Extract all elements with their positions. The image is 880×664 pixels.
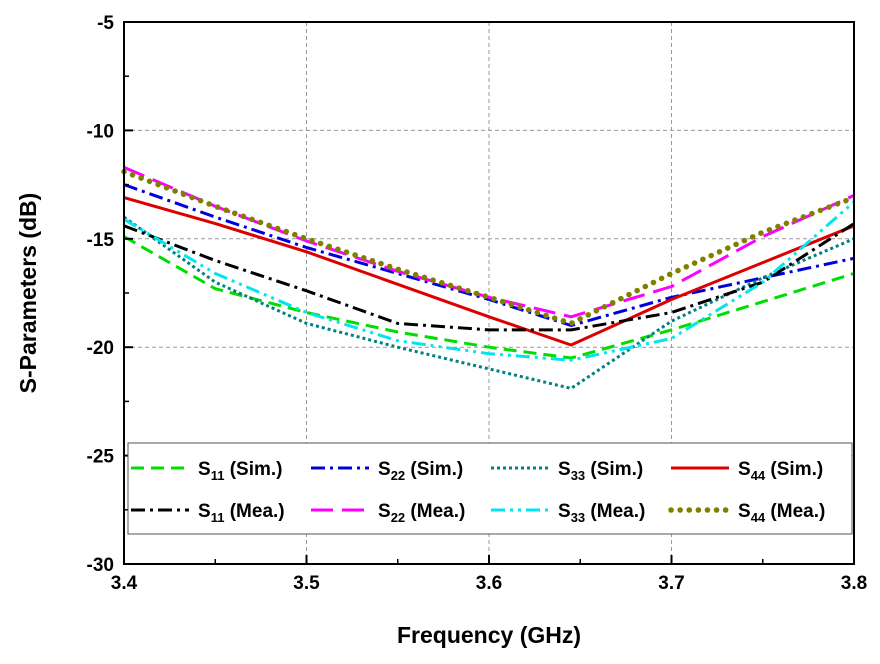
legend-box [127, 442, 853, 535]
legend-label: S33 (Mea.) [558, 501, 645, 525]
series-line-s11-sim [123, 235, 855, 360]
legend-label: S22 (Sim.) [378, 459, 463, 483]
x-tick-label: 3.7 [658, 573, 684, 594]
series-line-s11-mea [123, 222, 855, 332]
legend: S11 (Sim.) S22 (Sim.) S33 (Sim.) S44 (Sim.)… [127, 442, 853, 535]
series-line-s33-mea [123, 200, 855, 362]
x-tick-labels: 3.4 3.5 3.6 3.7 3.8 [111, 573, 867, 594]
series-lines [121, 165, 857, 390]
axis-ticks [123, 21, 855, 565]
x-tick-label: 3.8 [841, 573, 867, 594]
y-tick-label: -15 [87, 230, 115, 251]
legend-label: S11 (Mea.) [198, 501, 285, 525]
y-tick-label: -5 [97, 13, 114, 34]
legend-label: S22 (Mea.) [378, 501, 465, 525]
x-tick-label: 3.6 [476, 573, 502, 594]
y-tick-labels: -5 -10 -15 -20 -25 -30 [87, 13, 115, 576]
y-tick-label: -10 [87, 121, 114, 142]
series-line-s44-mea [121, 168, 857, 327]
series-line-s22-sim [123, 183, 855, 327]
x-tick-label: 3.4 [111, 573, 138, 594]
series-line-s44-sim [123, 196, 855, 347]
y-axis-title: S-Parameters (dB) [15, 193, 41, 394]
x-tick-label: 3.5 [293, 573, 320, 594]
legend-label: S11 (Sim.) [198, 459, 283, 483]
series-line-s22-mea [123, 165, 855, 319]
y-tick-label: -30 [87, 555, 114, 576]
legend-label: S44 (Sim.) [738, 459, 823, 483]
y-tick-label: -20 [87, 338, 114, 359]
x-axis-title: Frequency (GHz) [397, 622, 581, 648]
y-tick-label: -25 [87, 447, 115, 468]
legend-label: S44 (Mea.) [738, 501, 825, 525]
legend-label: S33 (Sim.) [558, 459, 643, 483]
